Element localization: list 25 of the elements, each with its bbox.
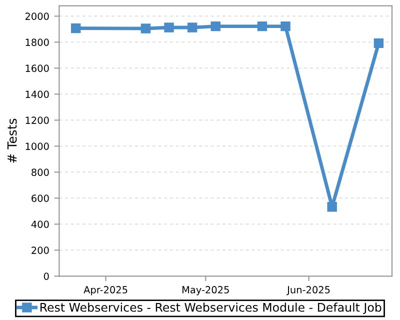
y-tick-label: 400 bbox=[31, 220, 49, 228]
y-axis-title: # Tests bbox=[7, 118, 17, 163]
y-tick-label: 1000 bbox=[26, 142, 49, 150]
point bbox=[257, 21, 268, 32]
point bbox=[164, 22, 174, 32]
x-tick-label: Jun-2025 bbox=[286, 286, 330, 296]
point bbox=[280, 21, 290, 32]
legend-label: Rest Webservices - Rest Webservices Module - Default Job bbox=[40, 302, 382, 314]
y-tick-label: 600 bbox=[32, 194, 49, 202]
point bbox=[374, 38, 384, 48]
point bbox=[327, 202, 337, 212]
point bbox=[140, 24, 151, 34]
point bbox=[210, 21, 220, 32]
point bbox=[70, 23, 81, 34]
y-tick-label: 800 bbox=[32, 168, 49, 176]
y-tick-label: 1600 bbox=[26, 64, 49, 72]
point bbox=[187, 22, 198, 32]
x-tick-label: May-2025 bbox=[182, 286, 229, 296]
y-tick-label: 1800 bbox=[26, 38, 49, 46]
x-tick-label: Apr-2025 bbox=[84, 286, 128, 296]
y-tick-label: 1400 bbox=[26, 90, 49, 98]
y-tick-label: 1200 bbox=[26, 116, 49, 124]
y-tick-label: 200 bbox=[32, 246, 49, 254]
y-tick-label: 2000 bbox=[25, 12, 49, 20]
y-tick-label: 0 bbox=[44, 272, 49, 280]
